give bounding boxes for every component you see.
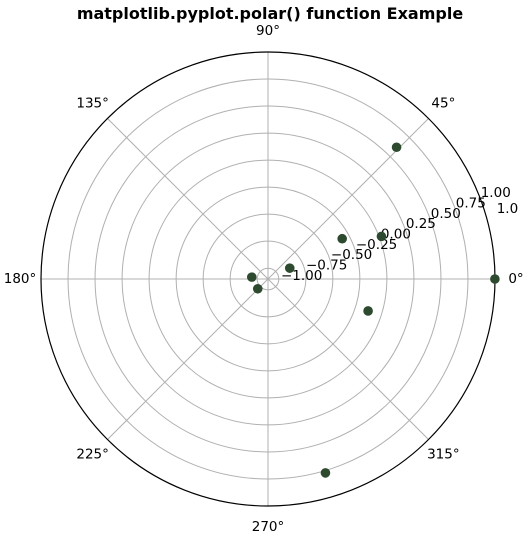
radius-tick-label: −0.50 [331, 247, 372, 263]
radius-tick-label: −0.25 [356, 237, 397, 253]
angle-tick-label: 180° [4, 271, 37, 287]
radius-tick-labels: −1.00−0.75−0.50−0.250.000.250.500.751.00… [281, 185, 518, 284]
data-point [490, 274, 500, 284]
radius-tick-label: −0.75 [306, 258, 347, 274]
data-point [320, 468, 331, 478]
angle-tick-label: 0° [508, 271, 523, 287]
angle-tick-labels: 0° 45° 90° 135° 180° 225° 270° 315° [4, 23, 524, 535]
data-point [284, 263, 295, 273]
data-point [376, 231, 387, 242]
data-point [252, 283, 263, 294]
radius-tick-label: 0.25 [406, 216, 436, 232]
radius-tick-label: 1.0 [497, 201, 518, 217]
data-point [337, 233, 347, 244]
grid-layer [41, 52, 495, 506]
data-point [363, 306, 373, 316]
angle-tick-label: 225° [76, 446, 109, 462]
angle-tick-label: 315° [427, 446, 460, 462]
radius-tick-label: 1.00 [481, 185, 511, 201]
data-point [391, 142, 402, 153]
angle-tick-label: 135° [76, 96, 109, 112]
data-point [246, 272, 257, 282]
chart-title: matplotlib.pyplot.polar() function Examp… [76, 4, 464, 23]
angle-tick-label: 90° [256, 23, 280, 39]
angular-gridline [267, 278, 429, 440]
angle-tick-label: 45° [431, 96, 455, 112]
angular-gridline [267, 118, 429, 280]
data-points [246, 142, 500, 478]
angle-tick-label: 270° [252, 519, 285, 535]
angular-gridline [107, 278, 269, 440]
radius-tick-label: 0.00 [381, 226, 411, 242]
radius-tick-label: 0.50 [431, 206, 461, 222]
angular-gridline [107, 118, 269, 280]
radius-tick-label: 0.75 [456, 195, 486, 211]
